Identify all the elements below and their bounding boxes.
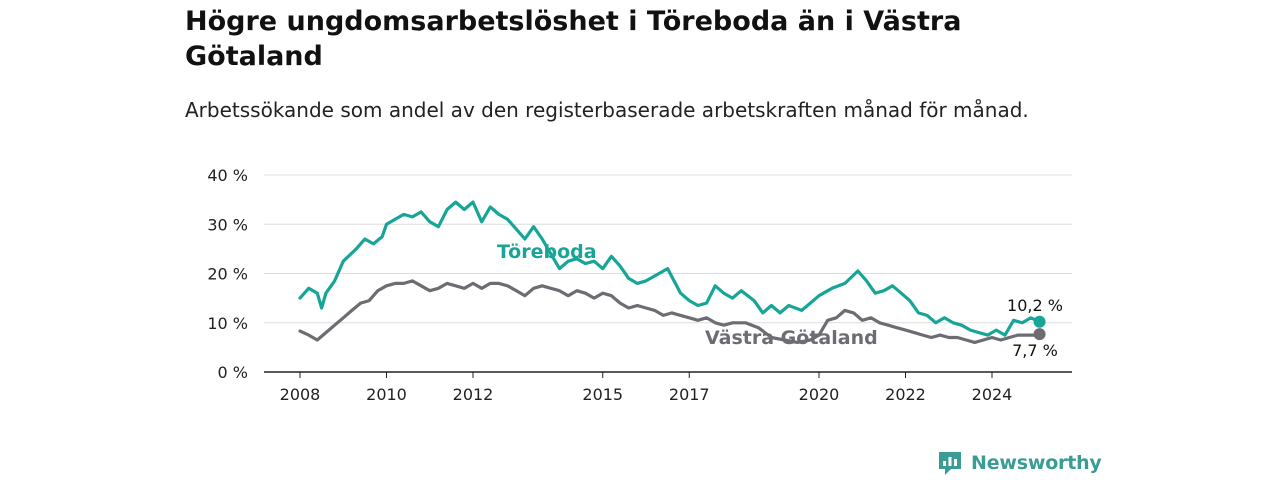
x-tick-label: 2010 — [366, 385, 407, 404]
y-tick-label: 30 % — [207, 215, 248, 234]
brand: Newsworthy — [937, 449, 1102, 477]
x-tick-label: 2024 — [972, 385, 1013, 404]
gridlines — [264, 174, 1072, 373]
end-marker-vastra-gotaland — [1033, 328, 1046, 341]
end-marker-toreboda — [1033, 315, 1046, 328]
end-value-vastra-gotaland: 7,7 % — [1012, 341, 1058, 360]
series-line-vastra-gotaland — [298, 279, 1042, 344]
series-label-toreboda: Töreboda — [497, 241, 597, 263]
x-tick-label: 2017 — [669, 385, 710, 404]
newsworthy-logo-icon — [939, 452, 961, 475]
x-tick-label: 2015 — [582, 385, 623, 404]
y-tick-label: 20 % — [207, 265, 248, 284]
series-label-vastra-gotaland: Västra Götaland — [705, 327, 878, 349]
brand-name: Newsworthy — [971, 452, 1102, 474]
x-axis-ticks: 2008 2010 2012 2015 2017 2020 2022 2024 — [280, 372, 1013, 404]
x-tick-label: 2020 — [799, 385, 840, 404]
y-tick-label: 10 % — [207, 314, 248, 333]
x-tick-label: 2022 — [885, 385, 926, 404]
chart-title: Högre ungdomsarbetslöshet i Töreboda än … — [185, 6, 962, 72]
series-lines — [298, 200, 1046, 344]
end-value-toreboda: 10,2 % — [1007, 296, 1063, 315]
x-tick-label: 2012 — [453, 385, 494, 404]
x-tick-label: 2008 — [280, 385, 321, 404]
y-axis-ticks: 0 % 10 % 20 % 30 % 40 % — [207, 166, 248, 382]
y-tick-label: 40 % — [207, 166, 248, 185]
series-line-toreboda — [298, 200, 1042, 337]
y-tick-label: 0 % — [218, 363, 248, 382]
chart-subtitle: Arbetssökande som andel av den registerb… — [185, 98, 1029, 122]
